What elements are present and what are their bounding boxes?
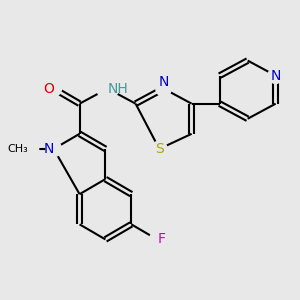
Text: O: O bbox=[43, 82, 54, 96]
Circle shape bbox=[46, 81, 62, 96]
Text: NH: NH bbox=[108, 82, 128, 96]
Text: CH₃: CH₃ bbox=[7, 144, 28, 154]
Circle shape bbox=[149, 232, 165, 247]
Text: S: S bbox=[155, 142, 164, 156]
Circle shape bbox=[268, 68, 283, 83]
Text: N: N bbox=[271, 69, 281, 83]
Text: N: N bbox=[43, 142, 54, 156]
Circle shape bbox=[46, 141, 62, 157]
Circle shape bbox=[152, 141, 167, 157]
Circle shape bbox=[156, 81, 171, 96]
Circle shape bbox=[97, 78, 118, 99]
Text: F: F bbox=[157, 232, 165, 246]
Text: N: N bbox=[158, 75, 169, 88]
Circle shape bbox=[17, 138, 39, 160]
